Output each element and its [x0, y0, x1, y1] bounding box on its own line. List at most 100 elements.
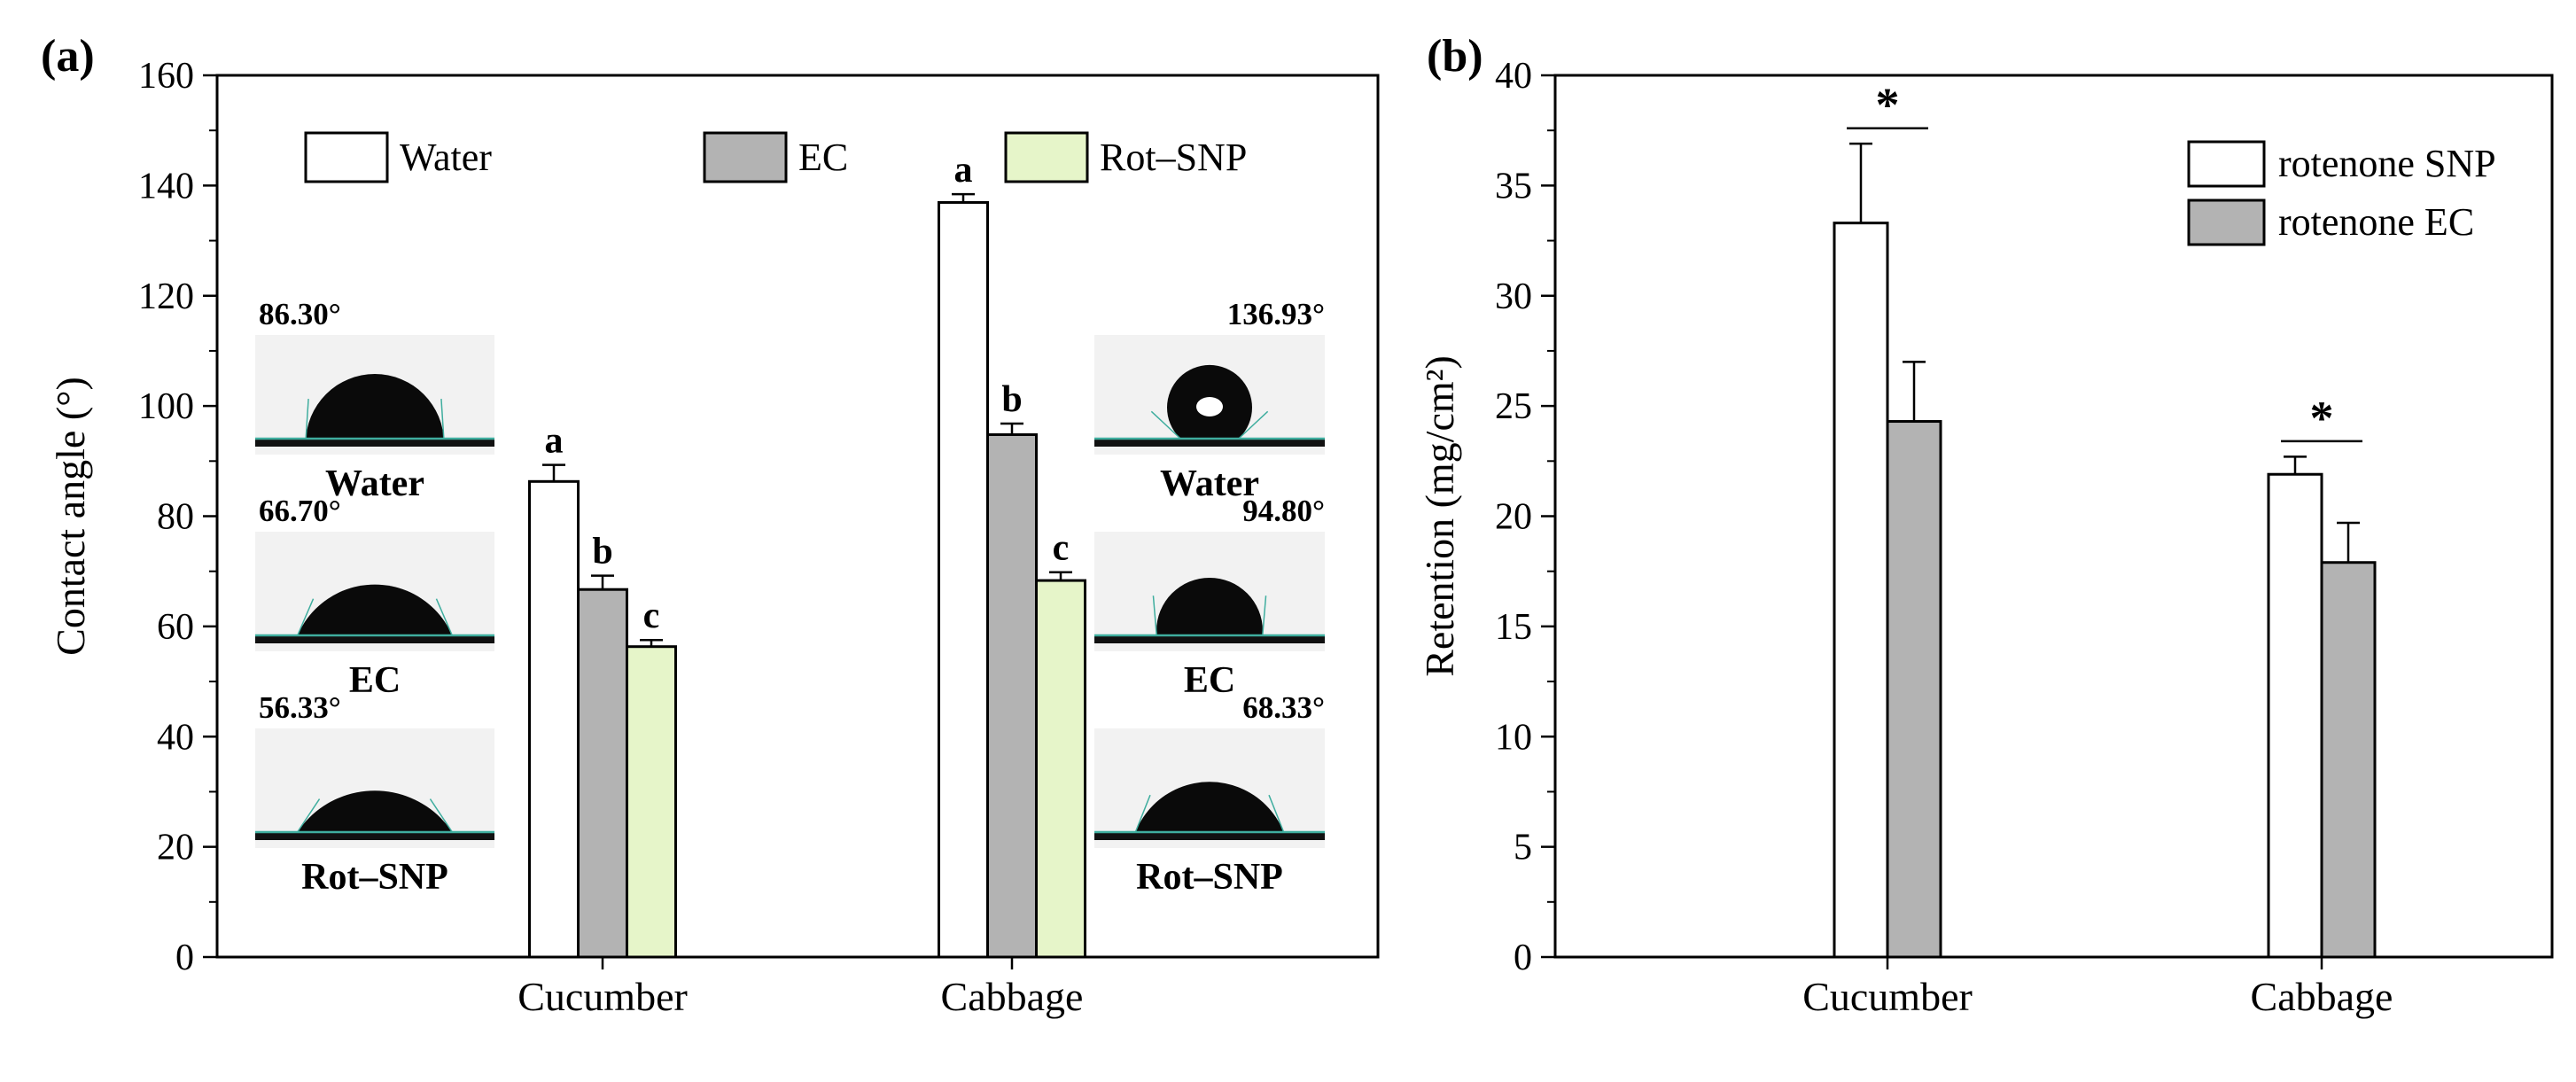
- droplet-silhouette: [297, 790, 453, 832]
- x-category-label-cabbage: Cabbage: [941, 974, 1084, 1019]
- legend-swatch-rot-snp: [1004, 131, 1089, 183]
- bar-letter-rot-snp-cucumber: c: [643, 595, 660, 636]
- droplet-silhouette: [306, 374, 444, 439]
- y-tick-label: 160: [138, 56, 194, 97]
- y-tick-label: 120: [138, 276, 194, 317]
- legend-label-water: Water: [400, 136, 492, 179]
- bar-letter-ec-cucumber: b: [592, 532, 612, 572]
- panel-a: 86.30°Water66.70°EC56.33°Rot–SNP136.93°W…: [41, 31, 1380, 1019]
- bar-rotenone-ec-cucumber: [1886, 420, 1942, 959]
- droplet-inset-cabbage-rot-snp: 68.33° Rot–SNP: [1094, 690, 1325, 898]
- inset-caption: Water: [1160, 463, 1259, 504]
- y-tick-label: 10: [1495, 717, 1532, 758]
- bar-letter-water-cabbage: a: [954, 150, 973, 191]
- y-tick-label: 40: [1495, 56, 1532, 97]
- y-tick-label: 15: [1495, 607, 1532, 648]
- substrate-band: [1094, 635, 1325, 643]
- y-tick-label: 35: [1495, 166, 1532, 206]
- tangent-line-left: [1134, 794, 1151, 833]
- contact-angle-value: 136.93°: [1227, 297, 1325, 331]
- y-axis-title: Contact angle (°): [48, 377, 93, 656]
- contact-angle-value: 94.80°: [1242, 494, 1325, 528]
- bar-rot-snp-cabbage: [1035, 579, 1086, 959]
- significance-star-cabbage: *: [2310, 392, 2334, 445]
- bar-ec-cabbage: [986, 432, 1038, 959]
- tangent-line-right: [435, 598, 453, 636]
- tangent-line-left: [1150, 410, 1181, 440]
- bar-ec-cucumber: [577, 588, 628, 959]
- tangent-line-right: [1238, 410, 1269, 440]
- bar-rot-snp-cucumber: [626, 645, 677, 959]
- y-tick-label: 80: [157, 497, 194, 538]
- tangent-line-left: [296, 798, 321, 833]
- y-axis-title: Retention (mg/cm²): [1417, 355, 1462, 677]
- droplet-inset-cabbage-water: 136.93° Water: [1094, 297, 1325, 504]
- droplet-silhouette: [297, 584, 453, 635]
- tangent-line-right: [440, 399, 445, 440]
- bar-letter-water-cucumber: a: [545, 421, 564, 462]
- inset-caption: EC: [349, 660, 401, 701]
- droplet-inset-cucumber-ec: 66.70° EC: [255, 494, 494, 701]
- inset-caption: Water: [325, 463, 424, 504]
- legend-label-ec: EC: [798, 136, 848, 179]
- bar-rotenone-snp-cucumber: [1833, 222, 1889, 959]
- x-category-label-cucumber: Cucumber: [518, 974, 688, 1019]
- contact-angle-value: 86.30°: [259, 297, 341, 331]
- bar-water-cucumber: [528, 479, 580, 959]
- tangent-line-right: [1262, 595, 1267, 636]
- y-tick-label: 140: [138, 166, 194, 206]
- tangent-line-left: [1152, 595, 1157, 636]
- bar-letter-rot-snp-cabbage: c: [1053, 528, 1070, 569]
- droplet-inset-cucumber-water: 86.30° Water: [255, 297, 494, 504]
- x-category-label-cucumber: Cucumber: [1802, 974, 1973, 1019]
- substrate-band: [1094, 439, 1325, 447]
- y-tick-label: 0: [175, 938, 194, 978]
- legend-label-rot-snp: Rot–SNP: [1100, 136, 1247, 179]
- panel-label: (a): [41, 31, 95, 82]
- bar-rotenone-snp-cabbage: [2267, 472, 2323, 959]
- contact-angle-value: 66.70°: [259, 494, 341, 528]
- droplet-silhouette: [1156, 577, 1263, 635]
- y-tick-label: 20: [157, 828, 194, 868]
- significance-star-cucumber: *: [1876, 79, 1900, 132]
- legend-swatch-ec: [703, 131, 788, 183]
- tangent-line-right: [429, 798, 454, 833]
- x-category-label-cabbage: Cabbage: [2251, 974, 2393, 1019]
- legend-swatch-rotenone-snp: [2187, 140, 2266, 188]
- bar-water-cabbage: [938, 200, 989, 959]
- panel-b: (b) 0 5 10 15 20 25 30 35 40 Retention (mg/cm²) Cuc…: [1417, 31, 2554, 1019]
- y-tick-label: 0: [1514, 938, 1532, 978]
- legend-label-rotenone-snp: rotenone SNP: [2278, 142, 2496, 185]
- tangent-line-left: [305, 399, 309, 440]
- tangent-line-left: [297, 598, 315, 636]
- inset-caption: Rot–SNP: [1136, 857, 1283, 898]
- substrate-band: [255, 439, 494, 447]
- droplet-inset-cucumber-rot-snp: 56.33° Rot–SNP: [255, 690, 494, 898]
- bar-rotenone-ec-cabbage: [2320, 561, 2377, 959]
- y-tick-label: 25: [1495, 386, 1532, 427]
- y-tick-label: 20: [1495, 497, 1532, 538]
- bar-letter-ec-cabbage: b: [1001, 379, 1022, 420]
- contact-angle-value: 56.33°: [259, 690, 341, 725]
- panel-label: (b): [1427, 31, 1483, 82]
- legend-swatch-rotenone-ec: [2187, 198, 2266, 246]
- contact-angle-value: 68.33°: [1242, 690, 1325, 725]
- droplet-silhouette: [1135, 782, 1284, 832]
- substrate-band: [255, 832, 494, 840]
- droplet-highlight: [1196, 397, 1223, 416]
- inset-caption: EC: [1184, 660, 1235, 701]
- substrate-band: [255, 635, 494, 643]
- y-tick-label: 100: [138, 386, 194, 427]
- substrate-band: [1094, 832, 1325, 840]
- y-tick-label: 40: [157, 717, 194, 758]
- tangent-line-right: [1268, 794, 1285, 833]
- legend-label-rotenone-ec: rotenone EC: [2278, 200, 2474, 244]
- y-tick-label: 60: [157, 607, 194, 648]
- droplet-inset-cabbage-ec: 94.80° EC: [1094, 494, 1325, 701]
- legend-swatch-water: [304, 131, 389, 183]
- y-tick-label: 30: [1495, 276, 1532, 317]
- y-tick-label: 5: [1514, 828, 1532, 868]
- inset-caption: Rot–SNP: [301, 857, 448, 898]
